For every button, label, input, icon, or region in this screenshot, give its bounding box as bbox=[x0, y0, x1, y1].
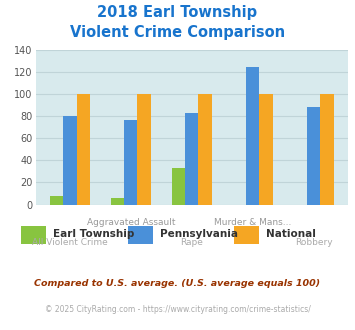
Text: Compared to U.S. average. (U.S. average equals 100): Compared to U.S. average. (U.S. average … bbox=[34, 279, 321, 288]
Text: Aggravated Assault: Aggravated Assault bbox=[87, 218, 175, 227]
Bar bbox=[185, 113, 198, 205]
Text: © 2025 CityRating.com - https://www.cityrating.com/crime-statistics/: © 2025 CityRating.com - https://www.city… bbox=[45, 305, 310, 314]
Text: Pennsylvania: Pennsylvania bbox=[160, 229, 238, 239]
Text: Robbery: Robbery bbox=[295, 238, 332, 247]
Text: Violent Crime Comparison: Violent Crime Comparison bbox=[70, 25, 285, 40]
Text: All Violent Crime: All Violent Crime bbox=[32, 238, 108, 247]
Bar bbox=[320, 94, 334, 205]
Bar bbox=[50, 196, 63, 205]
Text: Rape: Rape bbox=[180, 238, 203, 247]
Bar bbox=[63, 116, 77, 205]
Bar bbox=[260, 94, 273, 205]
Bar bbox=[137, 94, 151, 205]
Text: Earl Township: Earl Township bbox=[53, 229, 135, 239]
Bar bbox=[124, 120, 137, 205]
Bar bbox=[111, 198, 124, 205]
Bar bbox=[198, 94, 212, 205]
Bar bbox=[307, 107, 320, 205]
Text: 2018 Earl Township: 2018 Earl Township bbox=[97, 5, 258, 20]
Text: National: National bbox=[266, 229, 316, 239]
Bar bbox=[171, 168, 185, 205]
Bar bbox=[246, 67, 260, 205]
Text: Murder & Mans...: Murder & Mans... bbox=[214, 218, 291, 227]
Bar bbox=[77, 94, 90, 205]
